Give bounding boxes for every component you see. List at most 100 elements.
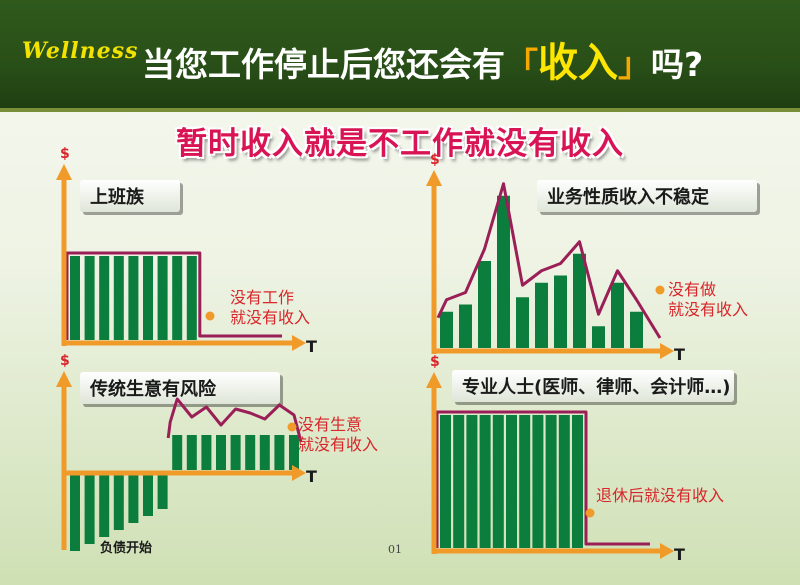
y-axis-arrow bbox=[426, 372, 442, 388]
page-number: 01 bbox=[388, 543, 402, 556]
annotation-dot bbox=[287, 422, 297, 432]
headline-suffix: 吗? bbox=[651, 45, 704, 84]
bar bbox=[516, 297, 529, 348]
headline: 当您工作停止后您还会有「收入」吗? bbox=[142, 30, 703, 88]
income-outline bbox=[65, 251, 282, 340]
x-axis-arrow bbox=[292, 465, 306, 481]
income-outline bbox=[436, 182, 662, 339]
chart-title-box: 业务性质收入不稳定 bbox=[537, 180, 760, 215]
x-axis-label: T bbox=[674, 345, 685, 364]
x-axis-arrow bbox=[660, 343, 674, 359]
bar bbox=[479, 415, 491, 548]
bar bbox=[216, 435, 226, 470]
bar bbox=[289, 435, 299, 470]
headline-close-bracket: 」 bbox=[618, 45, 651, 84]
y-axis-arrow bbox=[56, 371, 72, 387]
subtitle: 暂时收入就是不工作就没有收入 bbox=[176, 126, 624, 162]
bar bbox=[466, 415, 478, 548]
headline-emphasis: 收入 bbox=[538, 40, 618, 86]
annotation-text: 就没有收入 bbox=[230, 308, 310, 327]
bar bbox=[459, 304, 472, 348]
annotation-dot bbox=[655, 285, 665, 295]
bar bbox=[259, 435, 270, 470]
bar bbox=[99, 474, 110, 537]
bar bbox=[143, 256, 153, 340]
bar bbox=[172, 256, 183, 340]
y-axis-label: $ bbox=[60, 353, 70, 369]
bar bbox=[630, 311, 643, 348]
bar bbox=[113, 256, 124, 340]
chart-title: 业务性质收入不稳定 bbox=[547, 186, 709, 208]
y-axis-arrow bbox=[56, 164, 72, 180]
bar bbox=[143, 474, 153, 516]
y-axis-label: $ bbox=[430, 354, 440, 370]
bar bbox=[545, 415, 557, 548]
bar bbox=[128, 474, 139, 523]
bar bbox=[84, 474, 95, 544]
bar bbox=[186, 435, 197, 470]
bar bbox=[70, 256, 80, 340]
y-axis-label: $ bbox=[430, 152, 440, 168]
annotation-dot bbox=[585, 508, 595, 518]
chart-4: 专业人士(医师、律师、会计师…) $ T 退休后就没有收入 bbox=[426, 354, 737, 564]
x-axis-label: T bbox=[306, 337, 317, 356]
bar bbox=[113, 474, 124, 530]
bar bbox=[535, 282, 548, 348]
bar bbox=[573, 253, 586, 348]
bar bbox=[201, 435, 212, 470]
annotation-dot bbox=[205, 311, 215, 321]
x-axis-label: T bbox=[674, 545, 685, 564]
chart-title-box: 传统生意有风险 bbox=[80, 372, 283, 407]
bar bbox=[128, 256, 139, 340]
title-bg bbox=[452, 370, 734, 402]
annotation-text: 没有做 bbox=[668, 280, 716, 299]
annotation-text: 没有工作 bbox=[230, 288, 294, 307]
annotation-text: 退休后就没有收入 bbox=[596, 486, 724, 505]
chart-title: 传统生意有风险 bbox=[89, 378, 217, 400]
bar bbox=[572, 415, 583, 548]
header-divider bbox=[0, 108, 800, 112]
bar bbox=[492, 415, 504, 548]
y-axis-arrow bbox=[426, 170, 442, 186]
bar bbox=[84, 256, 95, 340]
bar bbox=[592, 326, 605, 348]
title-bg bbox=[537, 180, 757, 212]
bar bbox=[519, 415, 531, 548]
income-outline bbox=[435, 410, 650, 548]
bar bbox=[157, 474, 168, 509]
annotation-text: 没有生意 bbox=[298, 415, 362, 434]
y-axis-label: $ bbox=[60, 146, 70, 162]
x-axis-arrow bbox=[292, 335, 306, 351]
headline-open-bracket: 「 bbox=[505, 45, 538, 84]
bar bbox=[186, 256, 197, 340]
bar bbox=[99, 256, 110, 340]
bar bbox=[611, 282, 624, 348]
bar bbox=[497, 195, 510, 348]
bar bbox=[478, 261, 491, 348]
income-outline bbox=[166, 397, 303, 443]
bar bbox=[172, 435, 183, 470]
bar bbox=[70, 474, 80, 551]
annotation-text: 就没有收入 bbox=[668, 300, 748, 319]
bar bbox=[440, 311, 453, 348]
title-bg bbox=[80, 372, 280, 404]
title-bg bbox=[80, 180, 180, 212]
debt-annotation: 负债开始 bbox=[100, 540, 152, 556]
chart-title: 专业人士(医师、律师、会计师…) bbox=[462, 376, 730, 398]
annotation-text: 就没有收入 bbox=[298, 435, 378, 454]
brand-logo: Wellness bbox=[22, 38, 139, 64]
x-axis-label: T bbox=[306, 467, 317, 486]
x-axis-arrow bbox=[660, 543, 674, 559]
bar bbox=[245, 435, 256, 470]
bar bbox=[554, 275, 567, 348]
chart-title-box: 专业人士(医师、律师、会计师…) bbox=[452, 370, 737, 405]
bar bbox=[230, 435, 241, 470]
bar bbox=[532, 415, 544, 548]
header-banner: Wellness 当您工作停止后您还会有「收入」吗? bbox=[0, 0, 800, 108]
headline-prefix: 当您工作停止后您还会有 bbox=[142, 45, 505, 84]
